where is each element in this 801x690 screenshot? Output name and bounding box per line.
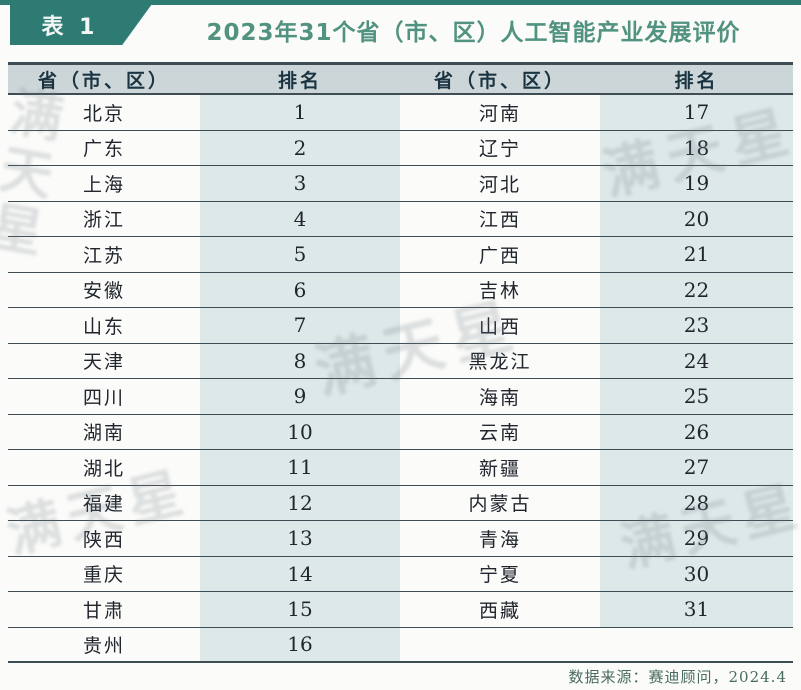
province-cell: 四川 — [82, 386, 125, 409]
table-row: 浙江 4 江西 20 — [8, 201, 793, 237]
table-number-label: 表 1 — [41, 14, 99, 40]
table-row: 广东 2 辽宁 18 — [8, 130, 793, 166]
rank-cell: 27 — [600, 450, 793, 485]
province-cell: 贵州 — [82, 634, 125, 657]
province-cell: 福建 — [82, 493, 125, 516]
table-row: 四川 9 海南 25 — [8, 379, 793, 415]
rank-cell: 3 — [200, 166, 400, 201]
rank-cell: 15 — [200, 592, 400, 627]
province-cell: 云南 — [478, 422, 521, 445]
province-cell: 重庆 — [82, 564, 125, 587]
rank-cell: 4 — [200, 201, 400, 236]
table-row: 安徽 6 吉林 22 — [8, 272, 793, 308]
rank-cell: 16 — [200, 627, 400, 661]
column-header-rank-right: 排名 — [674, 69, 719, 92]
column-header-province-left: 省（市、区） — [37, 69, 170, 92]
rank-cell: 8 — [200, 343, 400, 378]
table-row: 山东 7 山西 23 — [8, 308, 793, 344]
rank-cell: 12 — [200, 485, 400, 520]
province-cell: 吉林 — [478, 280, 521, 303]
rank-cell: 10 — [200, 414, 400, 449]
province-cell: 广东 — [82, 138, 125, 161]
rank-cell: 17 — [600, 95, 793, 130]
rank-cell: 19 — [600, 166, 793, 201]
province-cell: 上海 — [82, 173, 125, 196]
rank-cell: 24 — [600, 343, 793, 378]
province-cell: 新疆 — [478, 457, 521, 480]
province-cell: 陕西 — [82, 528, 125, 551]
data-source-note: 数据来源：赛迪顾问，2024.4 — [568, 668, 787, 686]
province-cell: 内蒙古 — [468, 493, 532, 516]
province-cell: 河南 — [478, 102, 521, 125]
rank-cell: 14 — [200, 556, 400, 591]
rank-cell: 6 — [200, 272, 400, 307]
rank-cell: 30 — [600, 556, 793, 591]
province-cell: 江西 — [478, 209, 521, 232]
table-number-badge: 表 1 — [10, 4, 152, 45]
table-row: 天津 8 黑龙江 24 — [8, 343, 793, 379]
column-header-province-right: 省（市、区） — [433, 69, 566, 92]
province-cell: 湖北 — [82, 457, 125, 480]
rank-cell: 9 — [200, 379, 400, 414]
rank-cell: 26 — [600, 414, 793, 449]
table-row: 上海 3 河北 19 — [8, 166, 793, 202]
rank-cell: 31 — [600, 592, 793, 627]
province-cell: 海南 — [478, 386, 521, 409]
rank-cell: 29 — [600, 521, 793, 556]
rank-cell: 22 — [600, 272, 793, 307]
table-row: 贵州 16 — [8, 627, 793, 663]
province-cell: 山西 — [478, 315, 521, 338]
rank-cell: 7 — [200, 308, 400, 343]
province-cell: 黑龙江 — [468, 351, 532, 374]
province-cell: 广西 — [478, 244, 521, 267]
figure-title: 2023年31个省（市、区）人工智能产业发展评价 — [206, 20, 741, 46]
table-row: 甘肃 15 西藏 31 — [8, 592, 793, 628]
rank-cell: 2 — [200, 130, 400, 165]
rank-cell: 23 — [600, 308, 793, 343]
table-header-row: 省（市、区） 排名 省（市、区） 排名 — [8, 62, 793, 95]
province-cell: 安徽 — [82, 280, 125, 303]
table-row: 重庆 14 宁夏 30 — [8, 556, 793, 592]
rank-cell: 11 — [200, 450, 400, 485]
rank-cell: 21 — [600, 237, 793, 272]
province-cell: 浙江 — [82, 209, 125, 232]
column-header-rank-left: 排名 — [277, 69, 322, 92]
table-row: 陕西 13 青海 29 — [8, 521, 793, 557]
province-cell: 辽宁 — [478, 138, 521, 161]
province-cell: 青海 — [478, 528, 521, 551]
rank-cell-empty — [600, 628, 793, 662]
table-row: 湖北 11 新疆 27 — [8, 450, 793, 486]
rank-cell: 1 — [200, 95, 400, 130]
table-row: 北京 1 河南 17 — [8, 95, 793, 131]
rank-cell: 20 — [600, 201, 793, 236]
province-cell: 甘肃 — [82, 599, 125, 622]
province-cell: 天津 — [82, 351, 125, 374]
ranking-table: 省（市、区） 排名 省（市、区） 排名 北京 1 河南 17 广东 2 辽宁 1… — [8, 62, 793, 663]
province-cell: 河北 — [478, 173, 521, 196]
rank-cell: 5 — [200, 237, 400, 272]
province-cell: 宁夏 — [478, 564, 521, 587]
rank-cell: 18 — [600, 130, 793, 165]
rank-cell: 28 — [600, 485, 793, 520]
rank-cell: 25 — [600, 379, 793, 414]
province-cell: 山东 — [82, 315, 125, 338]
province-cell: 湖南 — [82, 422, 125, 445]
province-cell: 北京 — [82, 102, 125, 125]
top-accent-strip — [0, 0, 801, 5]
table-row: 福建 12 内蒙古 28 — [8, 485, 793, 521]
rank-cell: 13 — [200, 521, 400, 556]
table-row: 湖南 10 云南 26 — [8, 414, 793, 450]
province-cell: 西藏 — [478, 599, 521, 622]
province-cell-empty — [400, 628, 600, 662]
province-cell: 江苏 — [82, 244, 125, 267]
table-row: 江苏 5 广西 21 — [8, 237, 793, 273]
